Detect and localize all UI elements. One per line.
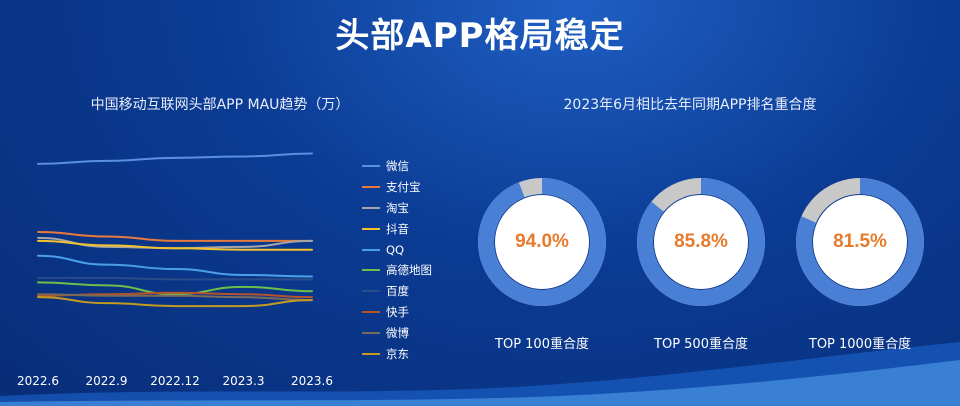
legend-label: 支付宝 [386,180,421,195]
legend-item: QQ [362,239,432,260]
legend-item: 抖音 [362,218,432,239]
donut-center [495,195,589,289]
overlap-donut: 81.5% [796,178,924,306]
legend-swatch [362,269,380,272]
legend-item: 微信 [362,156,432,177]
series-line-0 [37,152,313,165]
donut-section-title: 2023年6月相比去年同期APP排名重合度 [563,97,817,113]
donut-center [654,195,748,289]
x-tick-label: 2023.6 [291,374,333,388]
donut-value-label: 85.8% [674,231,728,252]
donut-overlap-arc [796,178,924,306]
legend-swatch [362,331,380,334]
donut-value-label: 94.0% [515,231,569,252]
legend-swatch [362,352,380,355]
legend-item: 快手 [362,302,432,323]
x-tick-label: 2023.3 [222,374,265,388]
legend-item: 支付宝 [362,177,432,198]
line-chart-title: 中国移动互联网头部APP MAU趋势（万） [90,97,350,113]
legend-item: 微博 [362,322,432,343]
legend-swatch [362,310,380,313]
legend-item: 高德地图 [362,260,432,281]
background-wave [0,342,960,406]
series-line-1 [37,231,313,242]
legend-item: 百度 [362,281,432,302]
donut-overlap-arc [478,178,606,306]
x-tick-label: 2022.6 [17,374,59,388]
legend-label: 微博 [386,325,409,340]
series-line-6 [37,276,313,281]
legend-label: 抖音 [386,221,409,236]
page-title: 头部APP格局稳定 [335,16,625,56]
x-tick-label: 2022.9 [85,374,128,388]
legend-swatch [362,227,380,230]
line-chart-legend: 微信支付宝淘宝抖音 QQ 高德地图百度快手微博京东 [362,156,432,364]
overlap-donut: 85.8% [637,178,765,306]
series-line-8 [37,293,313,302]
legend-label: 京东 [386,346,409,361]
x-tick-label: 2022.12 [150,374,200,388]
mau-line-chart [37,152,313,308]
legend-swatch [362,206,380,209]
series-line-3 [37,239,313,251]
legend-swatch [362,165,380,168]
donut-center [813,195,907,289]
donut-caption: TOP 1000重合度 [808,337,912,352]
donut-overlap-arc [637,178,765,306]
x-axis-labels: 2022.6 2022.9 2022.12 2023.3 2023.6 [0,374,360,390]
legend-swatch [362,290,380,293]
donut-caption: TOP 500重合度 [654,337,748,352]
legend-label: 微信 [386,159,409,174]
donut-caption: TOP 100重合度 [495,337,589,352]
donut-value-label: 81.5% [833,231,887,252]
legend-swatch [362,248,380,251]
legend-label: 快手 [386,304,409,319]
legend-swatch [362,186,380,189]
legend-item: 京东 [362,343,432,364]
series-line-9 [37,296,313,308]
series-line-5 [37,281,313,296]
legend-label: 百度 [386,284,409,299]
legend-label: 淘宝 [386,200,409,215]
legend-item: 淘宝 [362,198,432,219]
overlap-donut: 94.0% [478,178,606,306]
legend-label: 高德地图 [386,263,432,278]
legend-label: QQ [386,242,405,257]
series-line-4 [37,254,313,278]
